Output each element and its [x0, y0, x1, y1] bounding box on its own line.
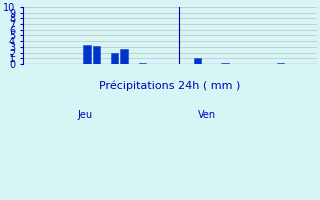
Bar	[194, 58, 201, 64]
Bar	[92, 46, 100, 64]
Bar	[111, 53, 118, 64]
Text: Jeu: Jeu	[78, 110, 93, 120]
Bar	[221, 63, 229, 64]
Bar	[84, 45, 91, 64]
Text: Ven: Ven	[197, 110, 216, 120]
Bar	[120, 49, 128, 64]
Bar	[139, 63, 146, 64]
X-axis label: Précipitations 24h ( mm ): Précipitations 24h ( mm )	[99, 81, 241, 91]
Bar	[277, 63, 284, 64]
